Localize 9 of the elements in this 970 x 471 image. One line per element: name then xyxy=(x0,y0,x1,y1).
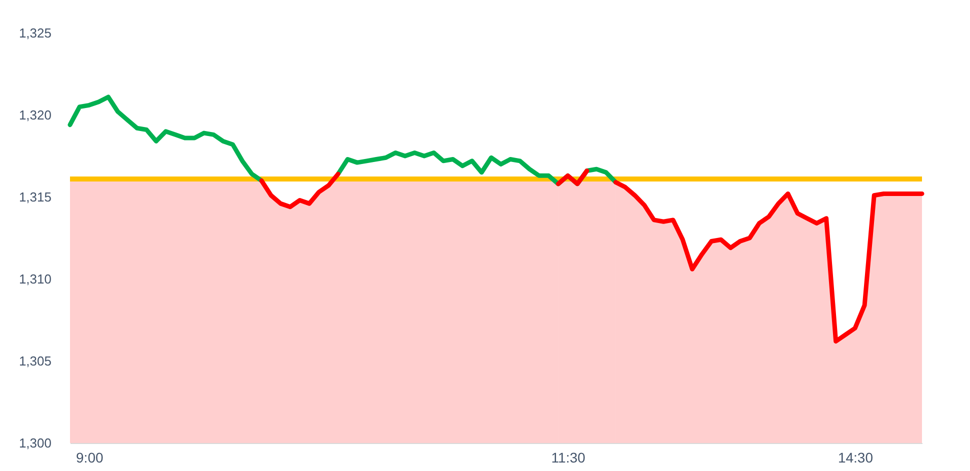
y-tick-label: 1,325 xyxy=(18,26,52,40)
y-tick-label: 1,305 xyxy=(18,354,52,368)
y-tick-label: 1,310 xyxy=(18,272,52,286)
x-tick-label: 11:30 xyxy=(551,450,586,466)
y-tick-label: 1,300 xyxy=(18,436,52,450)
y-tick-label: 1,315 xyxy=(18,190,52,204)
x-tick-label: 9:00 xyxy=(76,450,104,466)
y-tick-label: 1,320 xyxy=(18,108,52,122)
x-tick-label: 14:30 xyxy=(838,450,874,466)
